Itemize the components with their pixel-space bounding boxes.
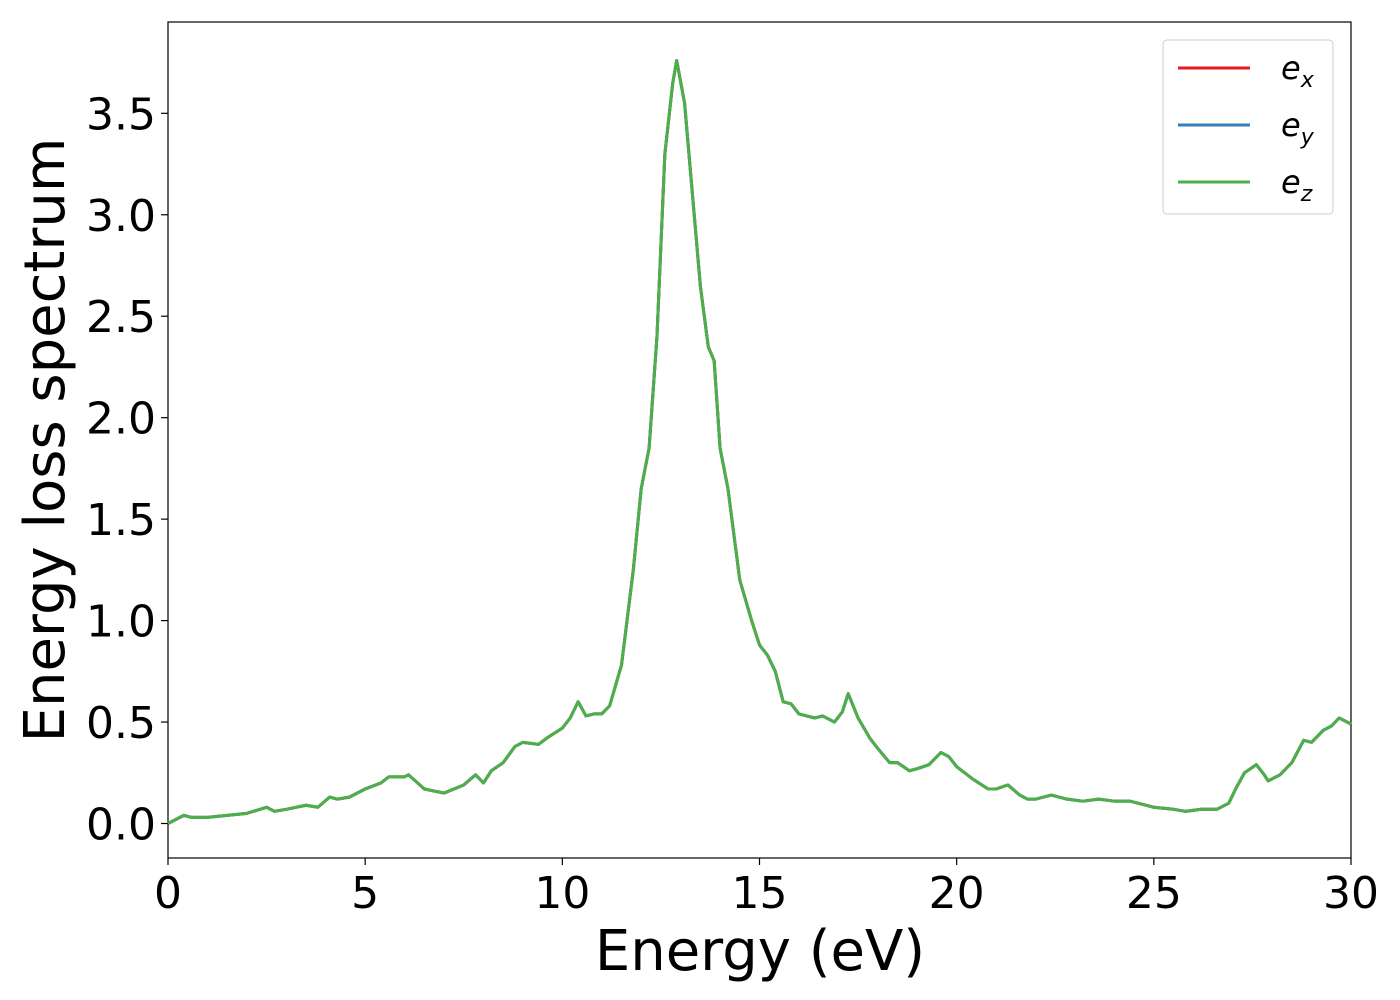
y-tick-label: 2.5 (86, 292, 156, 343)
legend-label: ex (1281, 49, 1315, 93)
y-tick-label: 2.0 (86, 394, 156, 445)
y-axis-label: Energy loss spectrum (13, 138, 78, 743)
x-axis-label: Energy (eV) (595, 919, 925, 984)
x-tick-label: 20 (929, 868, 985, 919)
y-tick-label: 3.5 (86, 89, 156, 140)
x-tick-label: 5 (351, 868, 379, 919)
x-tick-label: 10 (534, 868, 590, 919)
x-tick-label: 15 (732, 868, 788, 919)
legend-label: ez (1281, 163, 1313, 207)
x-tick-label: 25 (1126, 868, 1182, 919)
x-tick-label: 30 (1323, 868, 1379, 919)
y-tick-label: 3.0 (86, 191, 156, 242)
series-line (167, 59, 1352, 825)
y-tick-label: 1.5 (86, 495, 156, 546)
legend-box (1162, 39, 1334, 215)
legend-label: ey (1281, 106, 1315, 150)
y-tick-label: 1.0 (86, 597, 156, 648)
x-tick-label: 0 (154, 868, 182, 919)
y-tick-label: 0.0 (86, 800, 156, 851)
y-tick-label: 0.5 (86, 698, 156, 749)
